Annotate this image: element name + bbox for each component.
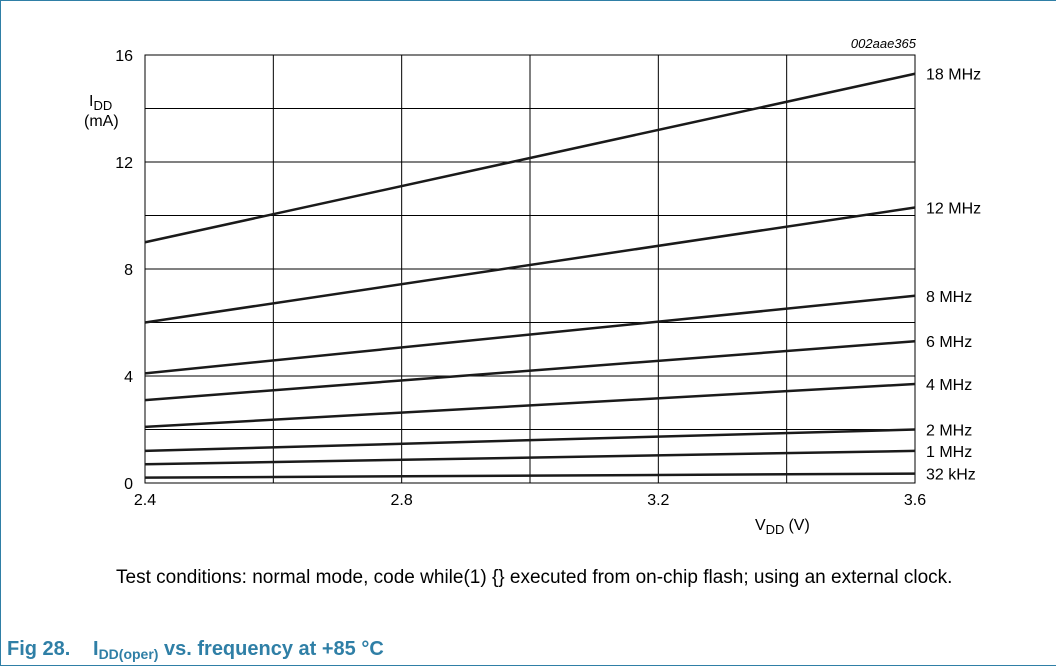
series-labels: 18 MHz 12 MHz 8 MHz 6 MHz 4 MHz 2 MHz 1 MHz 32 …	[926, 67, 981, 484]
series-line	[144, 382, 916, 429]
y-tick-label: 8	[124, 262, 133, 279]
x-tick-label: 2.4	[134, 492, 156, 509]
y-axis-label-sub: DD	[93, 98, 112, 113]
x-tick-label: 3.6	[904, 492, 926, 509]
series-line	[144, 472, 916, 479]
y-axis-label-main: I	[89, 93, 93, 110]
series-label: 4 MHz	[926, 377, 972, 394]
x-tick-label: 3.2	[647, 492, 669, 509]
y-tick-label: 4	[124, 369, 133, 386]
y-tick-label: 0	[124, 476, 133, 493]
series-line	[144, 72, 916, 244]
series-label: 1 MHz	[926, 444, 972, 461]
series-label: 32 kHz	[926, 467, 976, 484]
caption-text: vs. frequency at +85 °C	[158, 638, 384, 660]
series-label: 18 MHz	[926, 67, 981, 84]
series-label: 12 MHz	[926, 200, 981, 217]
series-line	[144, 206, 916, 324]
x-axis-label-main: V	[755, 517, 766, 534]
figure-number: Fig 28.	[7, 638, 71, 660]
series-line	[144, 339, 916, 402]
series-lines	[144, 72, 916, 479]
y-tick-label: 16	[115, 48, 133, 65]
x-tick-label: 2.8	[391, 492, 413, 509]
x-axis-label-unit: (V)	[788, 517, 809, 534]
series-line	[144, 428, 916, 453]
figure-code: 002aae365	[851, 36, 917, 51]
series-line	[144, 449, 916, 466]
series-label: 8 MHz	[926, 289, 972, 306]
x-axis-label: VDD (V)	[755, 517, 810, 537]
x-axis-label-sub: DD	[766, 522, 785, 537]
y-axis-unit: (mA)	[84, 113, 119, 130]
series-label: 6 MHz	[926, 334, 972, 351]
grid	[144, 54, 916, 484]
caption-symbol-sub: DD(oper)	[98, 646, 159, 662]
y-tick-label: 12	[115, 155, 133, 172]
tick-labels: 2.4 2.8 3.2 3.6 0 4 8 12 16	[115, 48, 926, 509]
series-label: 2 MHz	[926, 423, 972, 440]
y-axis-label: IDD	[89, 93, 112, 113]
series-line	[144, 294, 916, 375]
idd-vs-vdd-chart: 2.4 2.8 3.2 3.6 0 4 8 12 16 18 MHz 12 MHz 8 MHz 6 M…	[84, 36, 981, 537]
test-conditions-note: Test conditions: normal mode, code while…	[116, 567, 953, 588]
figure-caption: Fig 28. IDD(oper) vs. frequency at +85 °C	[7, 638, 384, 662]
caption-symbol: I	[93, 638, 99, 660]
